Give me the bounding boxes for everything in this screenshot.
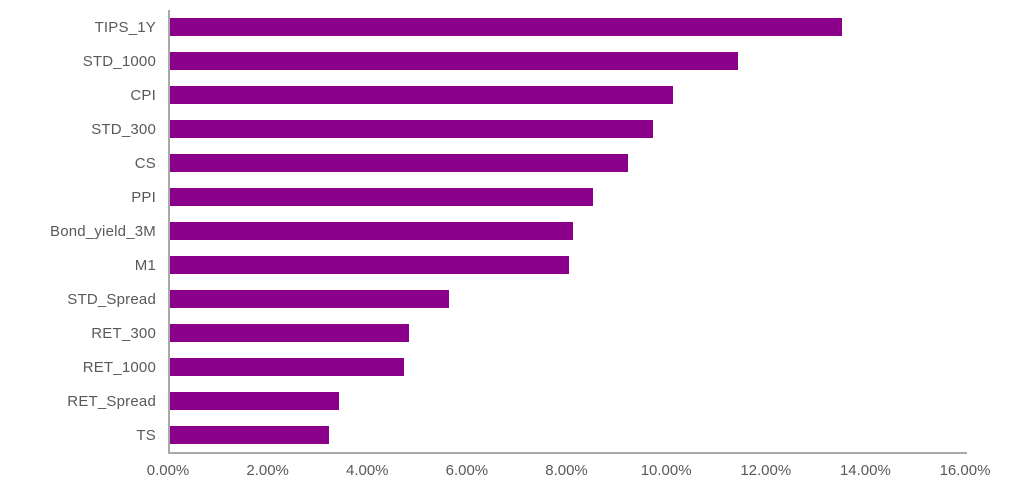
x-tick-label: 6.00% <box>445 462 489 479</box>
bar <box>170 222 574 240</box>
x-tick-label: 8.00% <box>545 462 588 479</box>
category-label: TS <box>136 426 156 444</box>
bar-row <box>170 248 967 282</box>
x-tick-label: 12.00% <box>740 462 792 479</box>
bar <box>170 188 594 206</box>
category-label: RET_1000 <box>82 358 156 376</box>
bar <box>170 52 738 70</box>
category-label: TIPS_1Y <box>94 18 156 36</box>
x-tick-label: 2.00% <box>246 462 289 479</box>
category-label: RET_Spread <box>67 392 156 410</box>
x-tick-label: 14.00% <box>839 462 891 479</box>
bar-row <box>170 180 967 214</box>
bar-row <box>170 214 967 248</box>
plot-area <box>168 10 967 454</box>
bar <box>170 290 449 308</box>
x-tick-label: 16.00% <box>939 462 991 479</box>
bar-row <box>170 146 967 180</box>
x-tick-label: 0.00% <box>146 462 190 479</box>
category-label: M1 <box>134 256 156 274</box>
x-axis-labels: 0.00% 2.00% 4.00% 6.00% 8.00% 10.00% 12.00% 14.… <box>0 462 1014 488</box>
bar-row <box>170 418 967 452</box>
category-label: CS <box>134 154 156 172</box>
x-tick-label: 10.00% <box>640 462 692 479</box>
bar <box>170 86 674 104</box>
bar <box>170 392 340 410</box>
bar-row <box>170 10 967 44</box>
bar-row <box>170 316 967 350</box>
category-label: STD_Spread <box>67 290 156 308</box>
bar-row <box>170 350 967 384</box>
category-label: RET_300 <box>91 324 156 342</box>
bar <box>170 154 629 172</box>
y-axis-labels: TIPS_1Y STD_1000 CPI STD_300 CS PPI Bond_yield… <box>0 10 156 452</box>
bar-row <box>170 44 967 78</box>
bar <box>170 18 843 36</box>
bar <box>170 358 405 376</box>
bar <box>170 324 410 342</box>
bar <box>170 120 654 138</box>
bar-row <box>170 384 967 418</box>
x-tick-label: 4.00% <box>345 462 389 479</box>
bar-row <box>170 78 967 112</box>
category-label: STD_300 <box>91 120 156 138</box>
bar <box>170 256 569 274</box>
bar-row <box>170 282 967 316</box>
category-label: STD_1000 <box>82 52 156 70</box>
category-label: PPI <box>131 188 156 206</box>
bar <box>170 426 330 444</box>
category-label: CPI <box>130 86 156 104</box>
bar-row <box>170 112 967 146</box>
category-label: Bond_yield_3M <box>49 222 156 240</box>
